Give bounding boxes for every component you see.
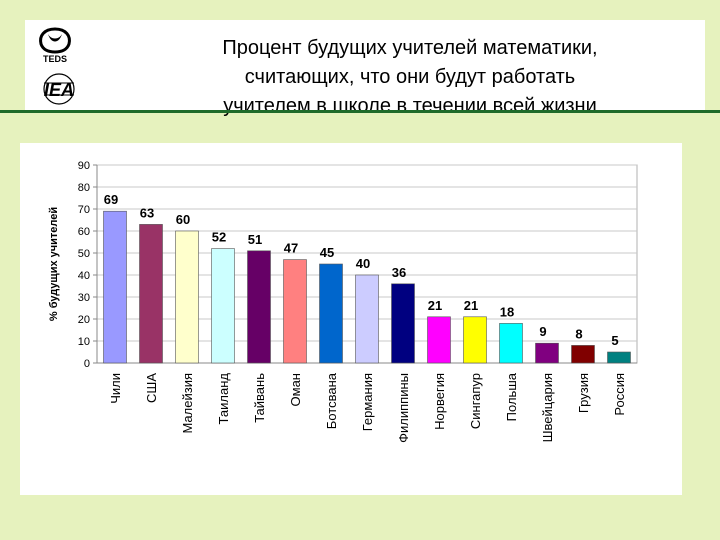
bar-7: [319, 263, 343, 364]
bar-3: [175, 230, 199, 364]
y-tick-label: 0: [84, 358, 90, 370]
category-label: Филиппины: [396, 373, 411, 443]
category-label: Чили: [108, 373, 123, 404]
category-label: Грузия: [576, 373, 591, 413]
bar-1: [103, 210, 127, 364]
page-title: Процент будущих учителей математики, счи…: [222, 37, 598, 117]
y-tick-label: 50: [78, 248, 90, 260]
bar-9: [391, 283, 415, 364]
bar-8: [355, 274, 379, 364]
y-tick-label: 10: [78, 336, 90, 348]
value-label: 51: [248, 232, 262, 247]
value-label: 5: [611, 333, 618, 348]
y-tick-label: 80: [78, 182, 90, 194]
value-label: 45: [320, 245, 334, 260]
bar-14: [571, 345, 595, 364]
bar-4: [211, 248, 235, 364]
chart-panel: 0 10 20 30 40 50 60 70 80 90 % будущих учителей 69 Ч…: [20, 143, 682, 495]
y-tick-label: 70: [78, 204, 90, 216]
y-tick-label: 20: [78, 314, 90, 326]
teds-logo: TEDS: [39, 27, 71, 64]
bar-2: [139, 224, 163, 364]
value-label: 63: [140, 205, 154, 220]
category-label: Малейзия: [180, 373, 195, 434]
teds-logo-text: TEDS: [43, 54, 67, 64]
value-label: 8: [575, 326, 582, 341]
category-label: Германия: [360, 373, 375, 431]
bar-chart: 0 10 20 30 40 50 60 70 80 90 % будущих учителей 69 Ч…: [48, 160, 638, 443]
bar-11: [463, 316, 487, 364]
header-panel: TEDS IEA Процент будущих учителей матема…: [25, 20, 705, 117]
value-label: 60: [176, 212, 190, 227]
y-axis-title: % будущих учителей: [48, 207, 60, 321]
category-label: Норвегия: [432, 373, 447, 430]
value-label: 69: [104, 192, 118, 207]
bar-5: [247, 250, 271, 364]
category-label: Сингапур: [468, 373, 483, 429]
iea-logo-text: IEA: [44, 80, 74, 100]
value-label: 21: [464, 298, 478, 313]
bar-13: [535, 342, 559, 364]
value-label: 40: [356, 256, 370, 271]
y-tick-label: 40: [78, 270, 90, 282]
category-label: Россия: [612, 373, 627, 416]
iea-logo: IEA: [43, 73, 75, 105]
category-label: Швейцария: [540, 373, 555, 442]
category-label: Ботсвана: [324, 372, 339, 429]
category-label: Польша: [504, 372, 519, 421]
y-tick-label: 90: [78, 160, 90, 172]
category-label: Оман: [288, 373, 303, 406]
bar-15: [607, 351, 631, 364]
value-label: 47: [284, 241, 298, 256]
category-label: Тайвань: [252, 373, 267, 423]
value-label: 21: [428, 298, 442, 313]
bar-12: [499, 323, 523, 364]
value-label: 18: [500, 304, 514, 319]
y-tick-label: 60: [78, 226, 90, 238]
category-label: США: [144, 373, 159, 403]
value-label: 36: [392, 265, 406, 280]
header-divider: [0, 110, 720, 113]
bar-6: [283, 259, 307, 364]
category-label: Таиланд: [216, 373, 231, 425]
bar-10: [427, 316, 451, 364]
y-tick-label: 30: [78, 292, 90, 304]
value-label: 52: [212, 230, 226, 245]
value-label: 9: [539, 324, 546, 339]
